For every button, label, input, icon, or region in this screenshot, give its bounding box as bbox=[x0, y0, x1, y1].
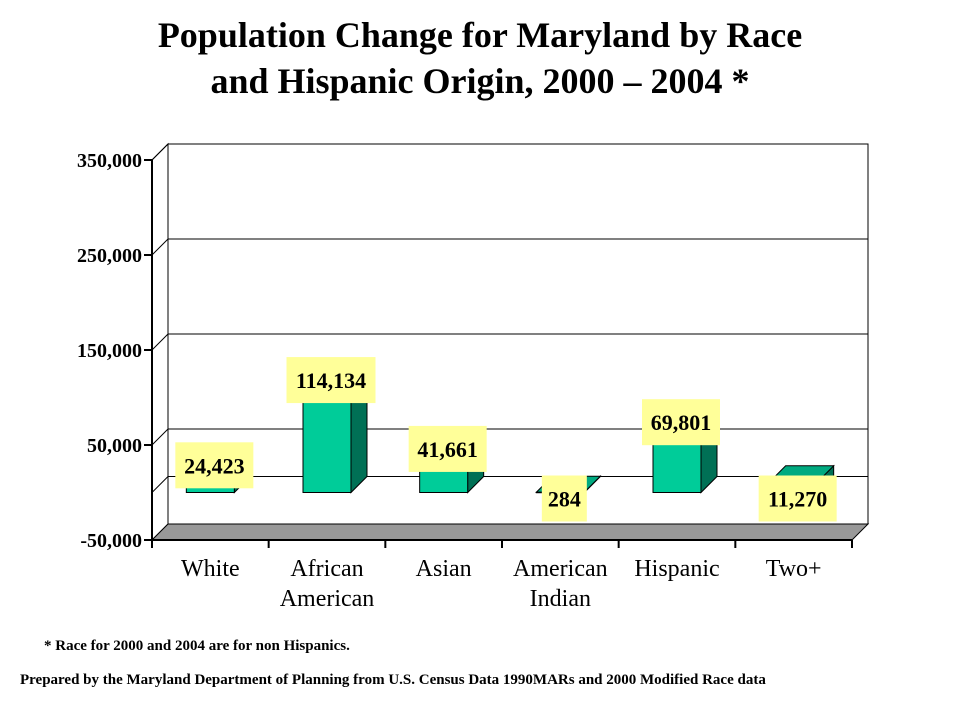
source-credit: Prepared by the Maryland Department of P… bbox=[20, 672, 766, 688]
chart-title-line-1: Population Change for Maryland by Race bbox=[157, 15, 803, 55]
gridline-side bbox=[151, 333, 169, 351]
data-label: 69,801 bbox=[651, 410, 712, 435]
data-label-box bbox=[408, 425, 487, 472]
gridline-side bbox=[151, 143, 169, 161]
x-category-label: American bbox=[280, 586, 375, 612]
x-category-label: Indian bbox=[530, 586, 591, 612]
data-label: 41,661 bbox=[417, 437, 478, 462]
y-tick-label: 50,000 bbox=[87, 435, 142, 457]
x-category-label: African bbox=[290, 556, 363, 582]
gridline-side bbox=[151, 238, 169, 256]
y-tick-label: 150,000 bbox=[77, 340, 142, 362]
x-category-label: Hispanic bbox=[634, 556, 719, 582]
plot-floor bbox=[150, 523, 870, 541]
data-label: 24,423 bbox=[184, 453, 245, 478]
x-category-label: White bbox=[181, 556, 240, 582]
data-label: 114,134 bbox=[296, 368, 366, 393]
chart-title-line-2: and Hispanic Origin, 2000 – 2004 * bbox=[210, 61, 750, 101]
data-label-box bbox=[642, 399, 720, 446]
data-label: 284 bbox=[548, 487, 581, 512]
gridline-side bbox=[151, 428, 169, 446]
x-category-label: Asian bbox=[416, 556, 472, 582]
y-tick-label: 250,000 bbox=[77, 245, 142, 267]
zero-baseline-side bbox=[151, 476, 169, 493]
data-label-box bbox=[758, 475, 837, 522]
data-label-box bbox=[175, 442, 254, 489]
footnote: * Race for 2000 and 2004 are for non His… bbox=[44, 638, 350, 654]
data-label-box bbox=[286, 357, 376, 404]
y-tick-label: -50,000 bbox=[80, 530, 142, 552]
y-tick-label: 350,000 bbox=[77, 150, 142, 172]
chart-title: Population Change for Maryland by Race a… bbox=[40, 12, 920, 104]
data-label-box bbox=[541, 475, 587, 522]
x-category-label: American bbox=[513, 556, 608, 582]
data-label: 11,270 bbox=[768, 487, 827, 512]
x-category-label: Two+ bbox=[766, 556, 822, 582]
